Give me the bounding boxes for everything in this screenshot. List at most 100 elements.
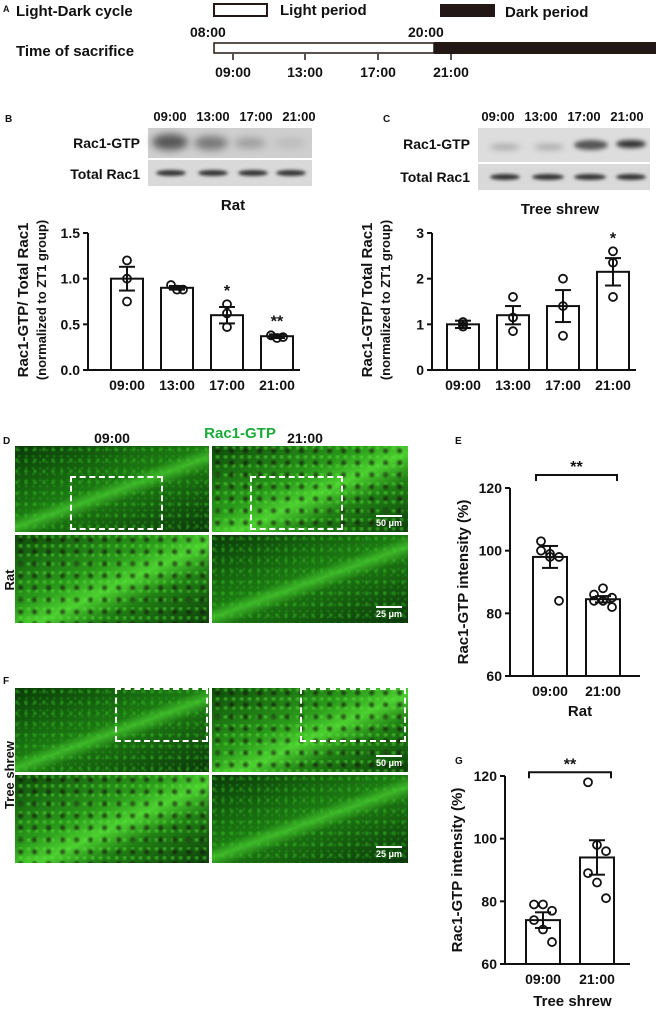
data-point [122,273,132,284]
y-tick-label: 3 [416,225,424,241]
data-point [458,319,468,330]
y-tick-label: 60 [486,668,502,684]
scale-bar-25um: 25 μm [375,606,402,619]
band [616,174,646,180]
data-point [538,924,548,935]
treeshrew-rac1-gtp-blot [478,128,650,162]
data-point [272,333,282,343]
data-point [554,595,564,606]
y-axis-label: Rac1-GTP intensity (%) [449,788,466,953]
zoom-region-box [250,476,343,530]
rat-0900-overview-image [15,446,209,532]
band [238,170,268,176]
rat-0900-zoom-image [15,535,209,623]
x-tick-label: 09:00 [532,683,568,699]
y-tick-label: 100 [479,543,503,559]
data-point [608,292,618,302]
blot-lane-time: 13:00 [196,109,229,124]
data-point [122,296,132,307]
chart-c: 0 1 2 3 09:00 13:00 17:00 21:00 * Rac1-GTP/ Total… [359,220,636,393]
data-point [592,840,602,850]
legend-dark-label: Dark period [505,4,588,21]
panel-label-e: E [455,436,462,447]
y-tick-label: 80 [481,893,497,909]
panel-label-d: D [3,436,10,447]
chart-g: 60 80 100 120 09:00 21:00 ** Rac1-GTP intensity… [449,756,630,1010]
time-0800-label: 08:00 [190,24,226,40]
blot-row-total-rac1: Total Rac1 [400,169,470,185]
data-point [122,255,132,266]
legend-light-label: Light period [280,2,367,19]
y-tick-label: 100 [474,831,498,847]
bar [160,286,194,371]
data-point [172,284,182,295]
band [194,136,228,150]
data-point [545,552,555,562]
data-point [547,937,557,947]
sacrifice-time-label: 17:00 [360,64,396,80]
data-point [558,273,568,284]
y-tick-label: 0.5 [61,316,81,332]
data-point [601,846,611,857]
data-point [589,595,599,606]
data-point [536,536,546,547]
rat-2100-zoom-image: 25 μm [212,535,408,623]
band [532,174,564,180]
x-axis-label: Rat [568,703,592,720]
y-tick-label: 120 [474,768,498,784]
row-label-tree-shrew: Tree shrew [2,740,17,809]
rat-rac1-gtp-blot [148,128,312,158]
blot-lane-time: 21:00 [610,109,643,124]
panel-label-f: F [3,676,9,687]
blot-row-rac1-gtp: Rac1-GTP [403,136,470,152]
data-point [529,899,539,910]
data-point [592,877,602,888]
data-point [545,548,555,559]
x-tick-label: 21:00 [585,683,621,699]
blot-row-total-rac1: Total Rac1 [70,166,140,182]
data-point [607,602,617,612]
data-point [222,322,232,332]
significance-marker: ** [271,313,284,330]
panel-label-a: A [3,4,10,14]
x-tick-label: 09:00 [525,971,561,987]
data-point [536,545,546,556]
significance-marker: * [224,283,231,300]
species-label-rat: Rat [221,197,245,214]
time-of-sacrifice-label: Time of sacrifice [16,43,134,60]
significance-bracket [528,771,612,779]
band [616,140,646,148]
band [198,170,228,176]
data-point [608,257,618,268]
band [234,138,266,148]
blot-lane-time: 17:00 [239,109,272,124]
x-tick-label: 17:00 [209,377,245,393]
bar [110,277,144,371]
x-axis-label: Tree shrew [533,993,612,1010]
y-tick-label: 1.0 [61,271,81,287]
data-point [583,777,593,788]
x-tick-label: 09:00 [109,377,145,393]
data-point [222,299,232,310]
bar [525,919,561,966]
scale-bar-50um: 50 μm [375,515,402,528]
significance-bracket [535,474,618,481]
significance-marker: ** [564,756,577,773]
treeshrew-total-rac1-blot [478,164,650,190]
band [574,174,606,180]
y-tick-label: 1.5 [61,225,81,241]
row-label-rat: Rat [2,569,17,591]
rat-total-rac1-blot [148,160,312,186]
blot-lane-time: 09:00 [153,109,186,124]
chart-b: 0.0 0.5 1.0 1.5 09:00 13:00 17:00 * 21:00 ** Rac1-… [15,220,300,393]
scale-bar-25um: 25 μm [375,846,402,859]
y-tick-label: 0.0 [61,362,81,378]
panel-label-b: B [5,114,12,125]
x-tick-label: 21:00 [595,377,631,393]
species-label-tree-shrew: Tree shrew [521,201,600,218]
bar [210,314,244,372]
bar [596,270,630,372]
blot-lane-time: 09:00 [481,109,514,124]
data-point [589,589,599,600]
